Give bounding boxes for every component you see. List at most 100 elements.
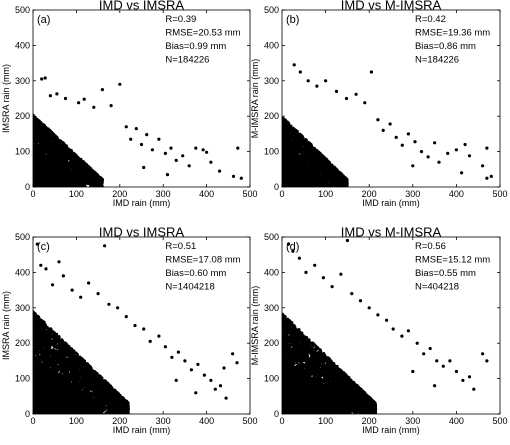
scatter-point: [59, 147, 63, 151]
scatter-point: [181, 154, 185, 158]
scatter-point: [67, 151, 71, 155]
scatter-point: [74, 175, 78, 179]
scatter-point: [93, 171, 97, 175]
scatter-point: [33, 125, 36, 129]
y-tick-label: 0: [25, 182, 30, 192]
scatter-point: [291, 126, 295, 130]
scatter-point: [284, 143, 288, 147]
scatter-point: [64, 157, 67, 161]
scatter-point: [52, 132, 56, 136]
scatter-point: [71, 160, 75, 163]
scatter-point: [318, 164, 321, 168]
scatter-point: [295, 152, 299, 156]
scatter-points: [282, 63, 493, 187]
scatter-point: [124, 125, 128, 129]
scatter-point: [290, 144, 294, 148]
scatter-point: [301, 146, 305, 150]
scatter-point: [58, 143, 62, 146]
scatter-point: [80, 161, 84, 165]
scatter-point: [305, 157, 308, 161]
scatter-point: [49, 130, 53, 134]
scatter-point: [142, 165, 146, 170]
scatter-point: [101, 178, 104, 181]
scatter-point: [291, 135, 295, 139]
scatter-point: [285, 148, 289, 152]
scatter-points: [33, 76, 243, 187]
scatter-point: [33, 138, 37, 142]
scatter-point: [34, 118, 38, 122]
x-axis-label: IMD rain (mm): [113, 198, 171, 208]
stat-text: N=184226: [165, 55, 209, 66]
y-tick-label: 100: [15, 147, 30, 157]
scatter-point: [42, 126, 46, 129]
y-tick-label: 400: [15, 40, 30, 50]
scatter-point: [323, 156, 326, 160]
scatter-point: [91, 169, 95, 173]
scatter-point: [308, 153, 311, 157]
scatter-point: [86, 172, 90, 175]
scatter-point: [77, 166, 81, 170]
scatter-point: [96, 177, 99, 181]
scatter-point: [165, 173, 170, 177]
scatter-point: [38, 128, 42, 132]
scatter-point: [92, 176, 96, 180]
scatter-point: [169, 146, 173, 150]
scatter-point: [306, 150, 309, 153]
scatter-point: [43, 76, 47, 80]
scatter-point: [80, 172, 83, 176]
scatter-point: [49, 147, 53, 151]
scatter-point: [42, 146, 46, 150]
chart-title: IMD vs M-IMSRA: [341, 0, 442, 13]
scatter-point: [322, 164, 326, 167]
scatter-point: [33, 119, 36, 123]
scatter-point: [209, 160, 213, 164]
scatter-point: [299, 155, 302, 159]
scatter-point: [70, 162, 74, 165]
scatter-point: [293, 139, 297, 143]
scatter-point: [43, 151, 47, 155]
scatter-point: [34, 128, 38, 131]
scatter-point: [332, 168, 335, 172]
scatter-point: [315, 152, 319, 156]
scatter-point: [37, 136, 41, 140]
scatter-point: [324, 178, 328, 182]
scatter-point: [317, 153, 321, 157]
scatter-point: [57, 151, 61, 154]
scatter-point: [55, 143, 59, 146]
scatter-point: [82, 165, 85, 169]
scatter-point: [282, 124, 284, 127]
scatter-point: [288, 133, 292, 137]
scatter-point: [67, 149, 71, 153]
scatter-point: [236, 146, 240, 150]
scatter-point: [33, 122, 36, 126]
scatter-point: [109, 104, 113, 108]
y-axis-label: IMSRA rain (mm): [1, 64, 11, 133]
scatter-point: [44, 144, 48, 148]
scatter-point: [231, 174, 236, 178]
stat-text: Bias=0.99 mm: [165, 41, 226, 52]
scatter-point: [239, 176, 243, 180]
scatter-point: [47, 153, 51, 157]
scatter-point: [320, 163, 324, 167]
scatter-point: [47, 147, 51, 151]
scatter-point: [312, 165, 316, 169]
scatter-point: [301, 136, 305, 140]
chart-title: IMD vs IMSRA: [99, 0, 185, 13]
scatter-point: [308, 162, 311, 166]
scatter-point: [69, 166, 73, 170]
scatter-point: [97, 180, 101, 184]
scatter-point: [45, 134, 48, 138]
scatter-point: [297, 150, 301, 154]
scatter-point: [163, 151, 167, 155]
scatter-point: [205, 150, 209, 154]
scatter-point: [157, 137, 161, 141]
scatter-point: [39, 143, 43, 147]
scatter-point: [69, 156, 73, 160]
scatter-point: [72, 172, 76, 176]
scatter-point: [55, 92, 59, 96]
scatter-point: [79, 169, 83, 173]
scatter-point: [53, 154, 56, 158]
scatter-point: [286, 138, 290, 142]
scatter-point: [299, 143, 303, 147]
